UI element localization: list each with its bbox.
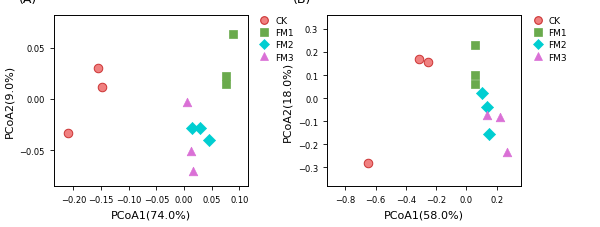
Point [63, 131, 73, 135]
Point [182, 101, 191, 104]
Point [496, 115, 505, 119]
X-axis label: PCoA1(58.0%): PCoA1(58.0%) [384, 210, 464, 220]
Point [423, 61, 433, 64]
Point [470, 74, 479, 78]
Point [221, 82, 230, 86]
Point [94, 67, 103, 71]
Point [482, 106, 491, 109]
Point [195, 126, 205, 130]
Point [470, 44, 479, 48]
Text: (B): (B) [292, 0, 311, 6]
Point [186, 150, 196, 153]
Point [188, 126, 197, 130]
Point [228, 33, 238, 37]
Point [188, 169, 197, 173]
Point [414, 58, 424, 62]
Point [204, 138, 214, 142]
Point [478, 92, 487, 96]
Point [364, 161, 373, 165]
Y-axis label: PCoA2(18.0%): PCoA2(18.0%) [283, 61, 292, 141]
Point [97, 85, 107, 89]
Text: (A): (A) [19, 0, 37, 6]
Y-axis label: PCoA2(9.0%): PCoA2(9.0%) [4, 65, 14, 137]
Point [482, 114, 491, 118]
Point [470, 83, 479, 86]
Legend: CK, FM1, FM2, FM3: CK, FM1, FM2, FM3 [529, 17, 567, 62]
Legend: CK, FM1, FM2, FM3: CK, FM1, FM2, FM3 [256, 17, 294, 62]
Point [484, 133, 494, 136]
X-axis label: PCoA1(74.0%): PCoA1(74.0%) [111, 210, 191, 220]
Point [221, 75, 230, 79]
Point [502, 150, 511, 154]
